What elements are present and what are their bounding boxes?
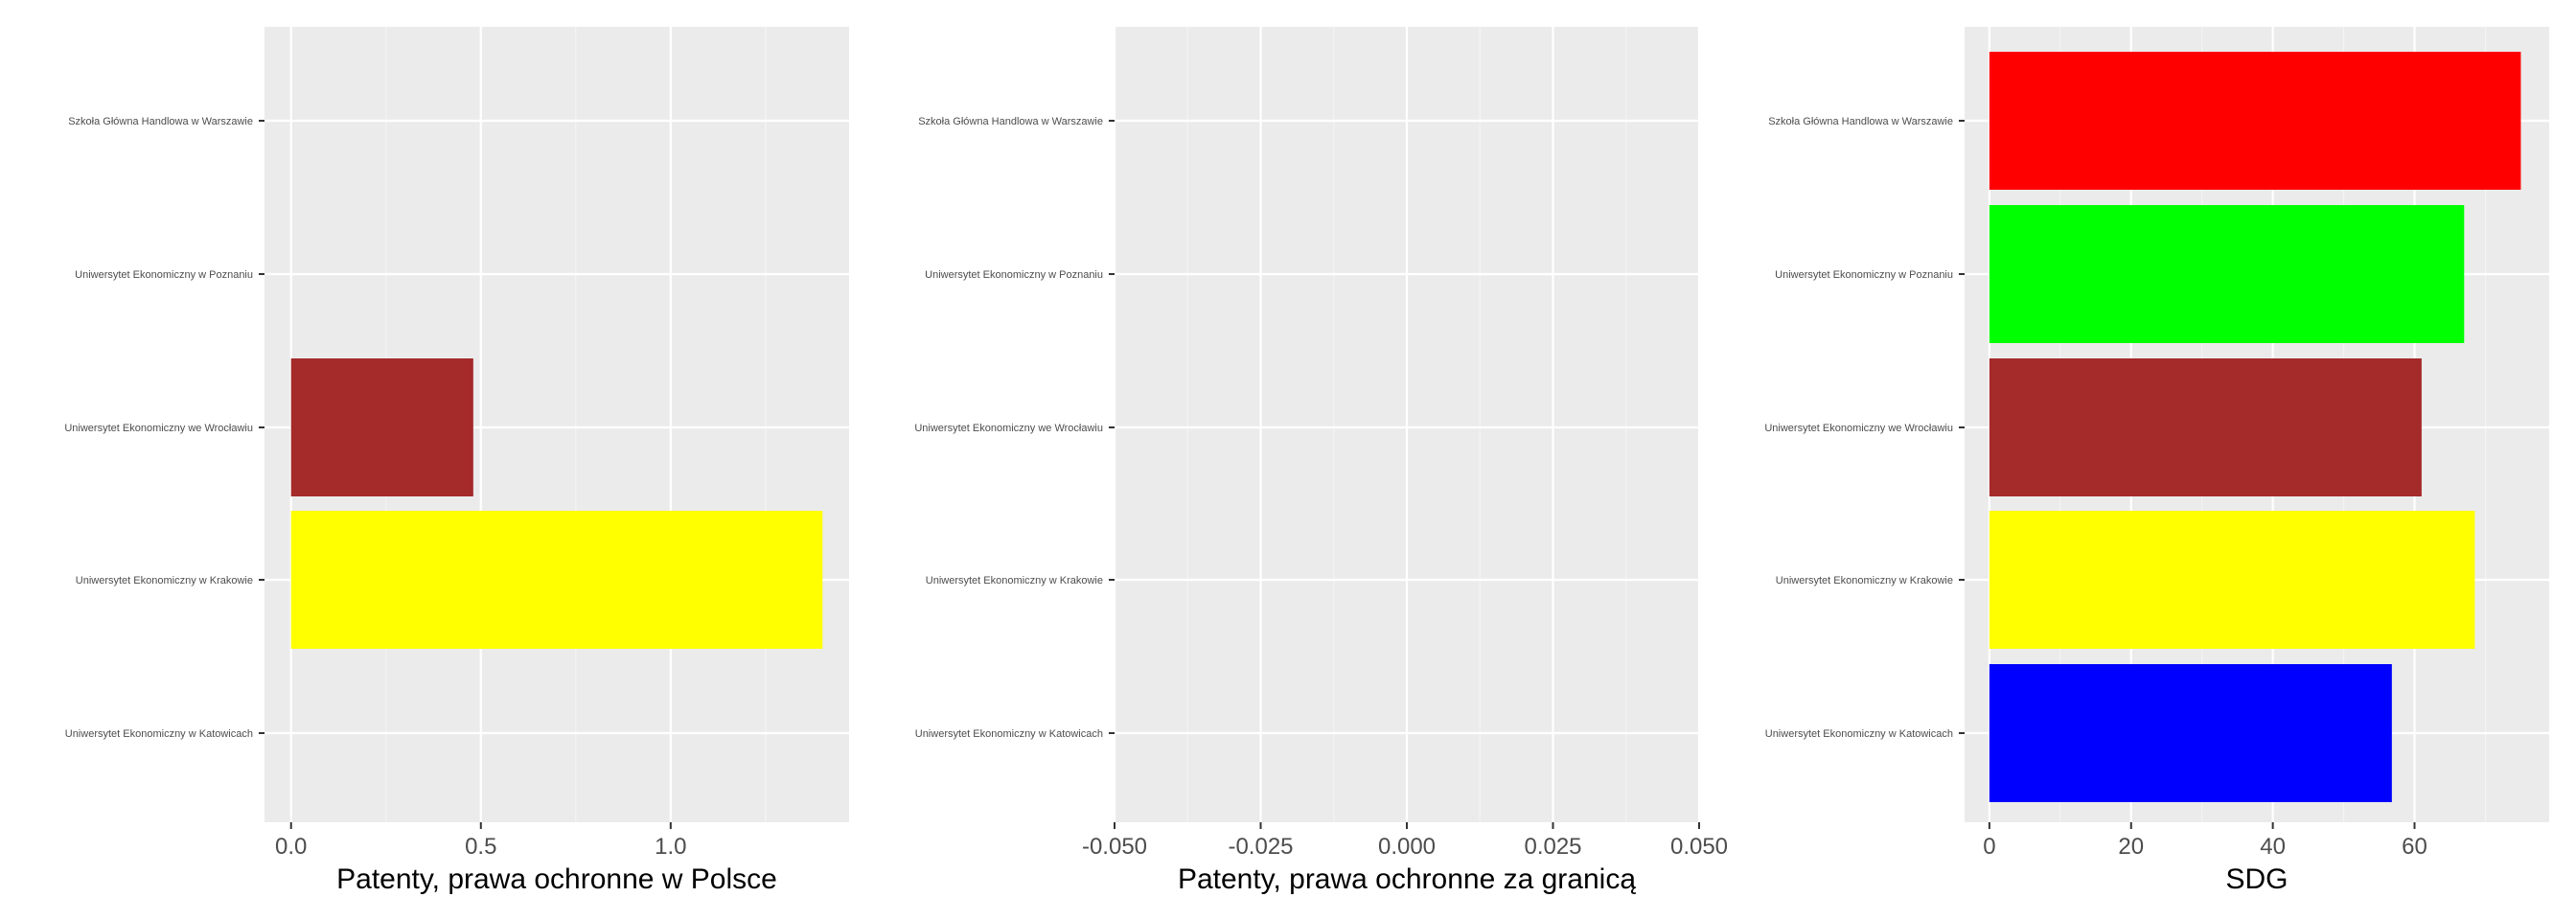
bar-4 xyxy=(1989,511,2475,649)
x-axis-title: Patenty, prawa ochronne za granicą xyxy=(1178,863,1636,895)
x-tick-label: 0.000 xyxy=(1378,834,1436,860)
category-label: Uniwersytet Ekonomiczny w Krakowie xyxy=(1776,575,1953,586)
category-label: Uniwersytet Ekonomiczny we Wrocławiu xyxy=(914,423,1103,434)
bar-1 xyxy=(1989,52,2521,190)
category-label: Uniwersytet Ekonomiczny we Wrocławiu xyxy=(1764,423,1953,434)
category-label: Uniwersytet Ekonomiczny w Katowicach xyxy=(65,728,253,740)
bar-3 xyxy=(1989,358,2422,496)
bar-4 xyxy=(290,511,823,649)
bar-5 xyxy=(1989,664,2392,802)
x-tick-label: 60 xyxy=(2402,834,2427,860)
x-tick-label: 20 xyxy=(2118,834,2144,860)
category-label: Uniwersytet Ekonomiczny w Krakowie xyxy=(76,575,253,586)
category-label: Uniwersytet Ekonomiczny w Poznaniu xyxy=(1775,269,1953,281)
category-label: Uniwersytet Ekonomiczny w Poznaniu xyxy=(925,269,1103,281)
x-tick-label: -0.025 xyxy=(1228,834,1293,860)
category-label: Szkoła Główna Handlowa w Warszawie xyxy=(918,116,1103,127)
category-label: Uniwersytet Ekonomiczny w Krakowie xyxy=(926,575,1103,586)
category-label: Uniwersytet Ekonomiczny w Katowicach xyxy=(915,728,1103,740)
category-label: Uniwersytet Ekonomiczny we Wrocławiu xyxy=(64,423,253,434)
chart-panel-1: Szkoła Główna Handlowa w Warszawie Uniwer… xyxy=(64,27,849,895)
bar-2 xyxy=(1989,205,2465,343)
x-tick-label: 0.5 xyxy=(465,834,496,860)
x-axis-title: Patenty, prawa ochronne w Polsce xyxy=(336,863,777,895)
x-tick-label: 0.050 xyxy=(1670,834,1728,860)
chart-panel-2: Szkoła Główna Handlowa w Warszawie Uniwer… xyxy=(914,27,1728,895)
x-tick-label: 0 xyxy=(1983,834,1995,860)
category-label: Uniwersytet Ekonomiczny w Poznaniu xyxy=(75,269,253,281)
chart-panel-3: Szkoła Główna Handlowa w Warszawie Uniwer… xyxy=(1764,27,2549,895)
x-tick-label: 0.0 xyxy=(275,834,307,860)
category-label: Szkoła Główna Handlowa w Warszawie xyxy=(1768,116,1953,127)
x-tick-label: -0.050 xyxy=(1082,834,1147,860)
category-label: Uniwersytet Ekonomiczny w Katowicach xyxy=(1765,728,1953,740)
x-tick-label: 0.025 xyxy=(1524,834,1581,860)
x-axis-title: SDG xyxy=(2225,863,2288,895)
x-tick-label: 1.0 xyxy=(655,834,686,860)
x-tick-label: 40 xyxy=(2260,834,2286,860)
bar-3 xyxy=(290,358,473,496)
category-label: Szkoła Główna Handlowa w Warszawie xyxy=(68,116,253,127)
